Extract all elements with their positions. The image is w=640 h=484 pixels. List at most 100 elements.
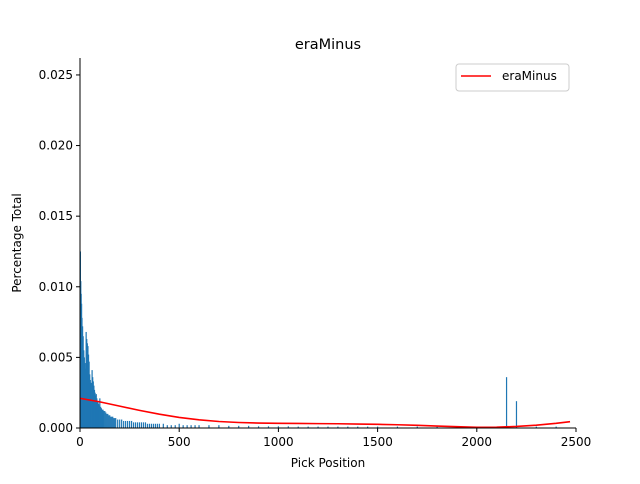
bar xyxy=(347,426,349,428)
bar xyxy=(156,423,158,428)
bar xyxy=(194,425,196,428)
bar xyxy=(146,423,149,428)
y-tick-label: 0.020 xyxy=(39,139,73,153)
bar xyxy=(112,416,114,428)
bar xyxy=(396,426,399,428)
y-tick-label: 0.025 xyxy=(39,68,73,82)
bar xyxy=(121,419,123,428)
bar xyxy=(81,317,83,428)
x-tick-label: 500 xyxy=(168,435,191,449)
bar xyxy=(110,416,112,428)
bar xyxy=(198,425,200,428)
bar xyxy=(100,406,102,428)
bar xyxy=(218,425,220,428)
x-ticks: 0 500 1000 1500 2000 2500 xyxy=(76,428,591,449)
y-tick-label: 0.000 xyxy=(39,421,73,435)
bar xyxy=(111,416,113,428)
bar xyxy=(129,420,131,428)
bar xyxy=(174,425,176,428)
x-axis-label: Pick Position xyxy=(291,456,365,470)
bar xyxy=(505,377,508,428)
bar xyxy=(109,415,111,428)
y-tick-label: 0.010 xyxy=(39,280,73,294)
bar xyxy=(248,425,250,428)
bar xyxy=(162,423,164,428)
x-tick-label: 1500 xyxy=(362,435,393,449)
bar xyxy=(377,426,379,428)
x-tick-label: 2500 xyxy=(561,435,592,449)
x-tick-label: 2000 xyxy=(462,435,493,449)
bar xyxy=(107,413,109,428)
bar xyxy=(287,426,289,428)
bar xyxy=(555,426,557,428)
bar xyxy=(134,422,137,428)
bar xyxy=(150,423,153,428)
bar xyxy=(367,426,369,428)
legend-label: eraMinus xyxy=(502,69,557,83)
bar xyxy=(182,425,184,428)
bar xyxy=(170,425,172,428)
bar xyxy=(106,413,108,428)
bar xyxy=(257,426,260,428)
chart-title: eraMinus xyxy=(295,37,361,53)
series-line-eraMinus xyxy=(79,397,571,429)
bar xyxy=(307,426,309,428)
bar xyxy=(277,426,279,428)
bar xyxy=(130,420,133,428)
bar xyxy=(535,426,537,428)
bar xyxy=(357,426,359,428)
bar xyxy=(90,382,92,428)
bar xyxy=(144,422,147,428)
y-axis-label: Percentage Total xyxy=(10,193,24,292)
legend: eraMinus xyxy=(455,63,570,92)
bar xyxy=(138,422,141,428)
bar xyxy=(104,411,106,428)
bar xyxy=(436,426,438,428)
bar xyxy=(297,426,299,428)
bar xyxy=(416,426,418,428)
bar xyxy=(132,422,135,428)
bar xyxy=(100,408,103,428)
bar xyxy=(105,412,107,428)
bar xyxy=(267,426,270,428)
bar xyxy=(97,402,99,428)
bar xyxy=(127,420,129,428)
bar xyxy=(140,422,143,428)
bar xyxy=(113,418,115,428)
bar xyxy=(136,422,139,428)
bar xyxy=(158,423,160,428)
bar xyxy=(152,423,155,428)
bar xyxy=(119,419,121,428)
legend-box xyxy=(455,63,570,92)
bars-layer xyxy=(79,251,557,428)
bar xyxy=(142,422,145,428)
bar xyxy=(186,425,188,428)
line-layer xyxy=(79,397,571,429)
bar xyxy=(154,423,156,428)
bar xyxy=(114,418,116,428)
bar xyxy=(123,420,125,428)
bar xyxy=(99,398,101,428)
bar xyxy=(515,401,518,428)
bar xyxy=(117,419,119,428)
x-tick-label: 0 xyxy=(76,435,84,449)
bar xyxy=(337,426,339,428)
bar xyxy=(208,425,210,428)
bar xyxy=(166,425,168,428)
bar xyxy=(108,415,110,428)
bar xyxy=(228,425,230,428)
bar xyxy=(317,426,319,428)
bar xyxy=(148,423,151,428)
bar xyxy=(238,425,240,428)
bar xyxy=(178,423,180,428)
bar xyxy=(103,411,105,428)
y-tick-label: 0.005 xyxy=(39,350,73,364)
bar xyxy=(125,420,127,428)
bar xyxy=(115,418,117,428)
y-tick-label: 0.015 xyxy=(39,209,73,223)
bar xyxy=(190,425,192,428)
x-tick-label: 1000 xyxy=(263,435,294,449)
bar xyxy=(93,389,96,428)
